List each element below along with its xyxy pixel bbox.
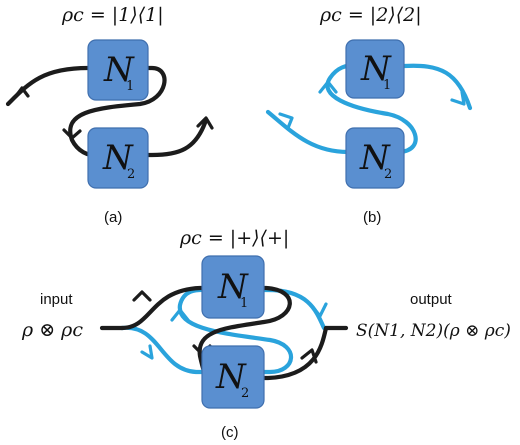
panel-c-box-n1-label: N <box>217 267 249 307</box>
panel-c-box-n2-sub: 2 <box>241 386 249 401</box>
panel-b: ρc = |2⟩⟨2| N 1 N 2 (b) <box>265 4 473 226</box>
panel-a-wire <box>5 65 209 158</box>
panel-c-arrow-black-out <box>300 348 318 364</box>
panel-b-state-label: ρc = |2⟩⟨2| <box>319 4 422 26</box>
panel-c-output-math: S(N1, N2)(ρ ⊗ ρc) <box>356 321 511 341</box>
panel-c-state-label: ρc = |+⟩⟨+| <box>179 227 289 249</box>
panel-c-wire-black <box>119 285 329 381</box>
panel-a-caption: (a) <box>104 209 122 226</box>
panel-a-arrow-out <box>196 116 214 130</box>
panel-b-wire <box>265 63 473 155</box>
panel-b-box-n1 <box>345 39 405 99</box>
panel-b-caption: (b) <box>363 209 381 226</box>
panel-b-box-n2-sub: 2 <box>384 167 392 182</box>
panel-a-box-n2 <box>87 127 149 189</box>
panel-a-box-n1-sub: 1 <box>126 79 134 94</box>
panel-a-box-n1 <box>87 39 149 101</box>
panel-a-box-n2-label: N <box>102 138 134 178</box>
panel-c-arrow-blue-mid <box>170 308 190 322</box>
panel-b-box-n1-sub: 1 <box>383 78 391 93</box>
panel-c-box-n1 <box>201 255 265 319</box>
panel-c-box-n2-label: N <box>215 357 247 397</box>
panel-a-arrow-in <box>14 86 30 98</box>
panel-c-box-n1-sub: 1 <box>240 296 248 311</box>
panel-a-arrow-mid <box>62 128 82 140</box>
panel-b-arrow-mid <box>318 80 338 94</box>
panel-c-arrow-blue-in <box>140 344 154 360</box>
panel-c-output-label: output <box>410 291 453 308</box>
panel-b-arrow-out <box>450 90 466 106</box>
panel-b-box-n2 <box>345 127 405 189</box>
panel-a-box-n1-label: N <box>103 50 135 90</box>
panel-b-box-n1-label: N <box>360 49 392 89</box>
panel-b-arrow-in <box>278 112 294 130</box>
panel-a-box-n2-sub: 2 <box>127 167 135 182</box>
panel-c-arrow-black-in <box>132 290 152 302</box>
panel-c-box-n2 <box>201 345 265 409</box>
panel-a-state-label: ρc = |1⟩⟨1| <box>61 4 164 26</box>
panel-c: ρc = |+⟩⟨+| input ρ ⊗ ρc output S(N1, N2… <box>21 227 511 441</box>
panel-c-arrow-blue-out <box>310 302 328 318</box>
panel-b-box-n2-label: N <box>359 138 391 178</box>
panel-c-input-label: input <box>40 291 73 308</box>
panel-c-caption: (c) <box>221 424 239 441</box>
panel-c-input-math: ρ ⊗ ρc <box>21 319 83 341</box>
panel-a: ρc = |1⟩⟨1| N 1 N 2 (a) <box>5 4 214 226</box>
